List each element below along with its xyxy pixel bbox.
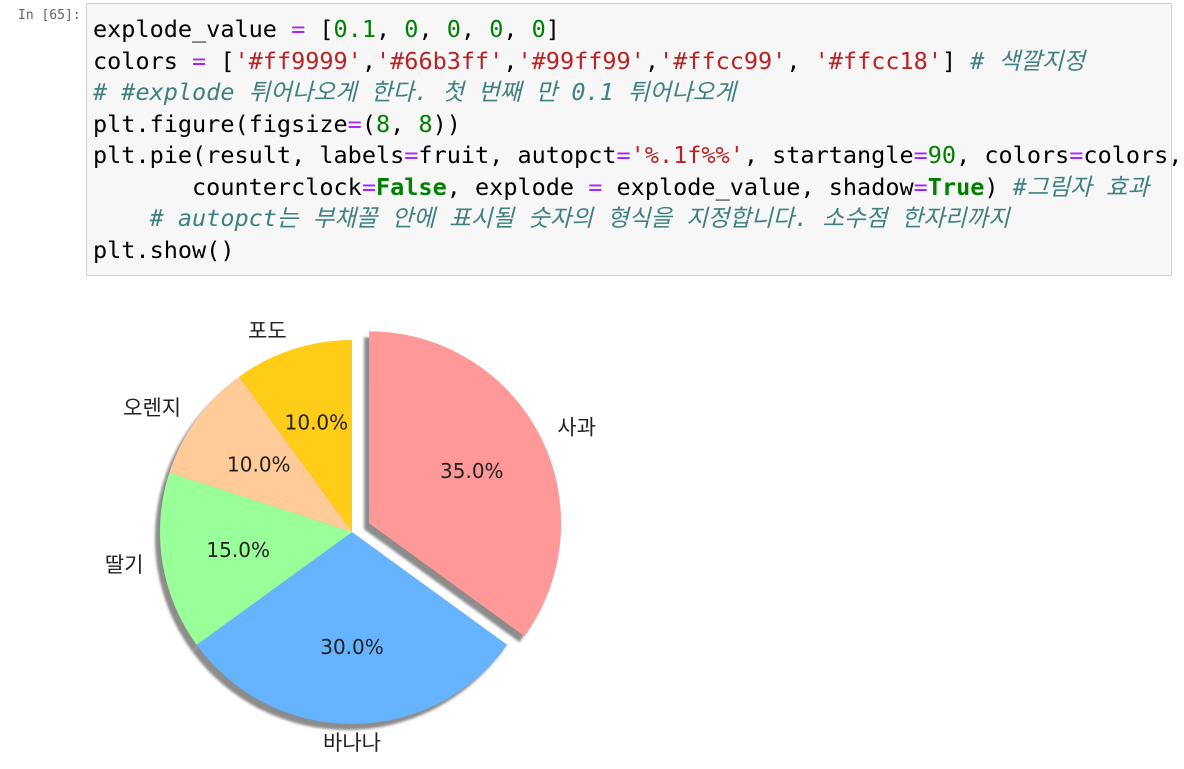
code-text: ] [941, 46, 971, 75]
code-text: , [418, 15, 447, 43]
pie-percent-label: 35.0% [440, 459, 504, 483]
code-number: 0 [404, 15, 419, 43]
code-text: , explode [446, 172, 589, 201]
code-string: '#66b3ff' [376, 46, 504, 75]
pie-category-label: 사과 [557, 415, 596, 439]
pie-category-label: 오렌지 [123, 396, 181, 420]
code-text: fruit, autopct [418, 141, 617, 169]
code-string: '#ff9999' [234, 46, 362, 75]
pie-slice [196, 532, 508, 724]
code-keyword: True [927, 172, 985, 201]
code-operator: = [616, 141, 631, 169]
pie-percent-label: 10.0% [285, 410, 349, 434]
code-line: # #explode 튀어나오게 한다. 첫 번째 만 0.1 튀어나오게 [93, 77, 1171, 109]
code-string: '#99ff99' [517, 46, 645, 75]
code-text: , [503, 46, 518, 75]
code-keyword: False [375, 172, 447, 201]
code-number: 0 [489, 15, 504, 43]
code-text: , [503, 15, 532, 43]
code-number: 8 [418, 109, 433, 138]
code-number: 0 [446, 15, 461, 43]
input-prompt: In [65]: [18, 8, 81, 23]
code-text: colors [93, 46, 193, 75]
code-line: plt.pie(result, labels=fruit, autopct='%… [93, 140, 1182, 172]
code-text: , [390, 109, 419, 138]
code-text: , [375, 15, 405, 43]
code-operator: = [404, 141, 419, 169]
pie-slice [369, 331, 562, 637]
code-text: explode_value, shadow [602, 172, 914, 201]
pie-category-label: 포도 [248, 319, 287, 343]
code-comment: # autopct는 부채꼴 안에 표시될 숫자의 형식을 지정합니다. 소수점… [149, 204, 1010, 232]
pie-label-layer: 35.0% 사과 30.0% 바나나 15.0% 딸기 10.0% 오렌지 10.0% 포도 [105, 319, 596, 755]
code-text: ) [984, 172, 1013, 201]
code-operator: = [913, 172, 928, 201]
code-text: , startangle [743, 141, 914, 169]
pie-category-label: 딸기 [105, 553, 144, 577]
code-number: 8 [375, 109, 391, 138]
code-text: explode_value [93, 15, 292, 43]
code-string: '%.1f%%' [630, 141, 744, 169]
code-comment: # #explode 튀어나오게 한다. 첫 번째 만 0.1 튀어나오게 [93, 78, 737, 106]
code-operator: = [291, 15, 306, 43]
code-comment: # 색깔지정 [970, 46, 1086, 75]
code-line: plt.figure(figsize=(8, 8)) [93, 109, 1171, 141]
pie-chart: 35.0% 사과 30.0% 바나나 15.0% 딸기 10.0% 오렌지 10.0% 포도 [105, 319, 596, 755]
pie-slice [239, 340, 352, 532]
code-text: plt.show() [93, 235, 235, 264]
code-editor[interactable]: explode_value = [0.1, 0, 0, 0, 0] colors … [87, 4, 1182, 267]
code-text: [ [206, 46, 235, 75]
code-text: , [361, 46, 376, 75]
code-text: )) [432, 109, 461, 138]
code-string: '#ffcc18' [814, 46, 942, 75]
pie-slice [160, 472, 352, 645]
code-text: , [460, 15, 490, 43]
code-number: 90 [927, 141, 957, 169]
code-text: counterclock [93, 172, 362, 201]
code-text: plt.pie(result, labels [93, 141, 405, 169]
code-text: , [644, 46, 659, 75]
code-operator: = [1069, 141, 1084, 169]
code-line: colors = ['#ff9999','#66b3ff','#99ff99',… [93, 46, 1171, 78]
code-text: ( [361, 109, 376, 138]
code-text: [ [305, 15, 334, 43]
code-number: 0 [531, 15, 546, 43]
code-input-area[interactable]: explode_value = [0.1, 0, 0, 0, 0] colors … [86, 3, 1182, 276]
pie-percent-label: 30.0% [320, 635, 384, 659]
cell-output: 35.0% 사과 30.0% 바나나 15.0% 딸기 10.0% 오렌지 10.0% 포도 [86, 292, 686, 762]
pie-percent-label: 10.0% [227, 452, 291, 476]
code-line: counterclock=False, explode = explode_va… [93, 172, 1171, 204]
code-operator: = [361, 172, 376, 201]
code-comment: #그림자 효과 [1012, 172, 1150, 201]
code-text: colors, [1083, 141, 1183, 169]
code-operator: = [192, 46, 207, 75]
pie-slice [169, 376, 352, 532]
code-operator: = [913, 141, 928, 169]
code-line: plt.show() [93, 235, 1171, 267]
code-operator: = [588, 172, 603, 201]
code-text: , [786, 46, 815, 75]
pie-category-label: 바나나 [323, 731, 381, 755]
code-text: ] [545, 15, 560, 43]
code-string: '#ffcc99' [659, 46, 787, 75]
pie-wedge-layer [160, 331, 562, 724]
code-text [93, 204, 150, 232]
code-operator: = [347, 109, 362, 138]
code-line: # autopct는 부채꼴 안에 표시될 숫자의 형식을 지정합니다. 소수점… [93, 203, 1171, 235]
code-line: explode_value = [0.1, 0, 0, 0, 0] [93, 14, 1171, 46]
code-text: plt.figure(figsize [93, 109, 348, 138]
code-number: 0.1 [333, 15, 376, 43]
code-text: , colors [956, 141, 1070, 169]
pie-percent-label: 15.0% [206, 538, 270, 562]
notebook-cell[interactable]: In [65]: explode_value = [0.1, 0, 0, 0, … [0, 0, 1184, 290]
